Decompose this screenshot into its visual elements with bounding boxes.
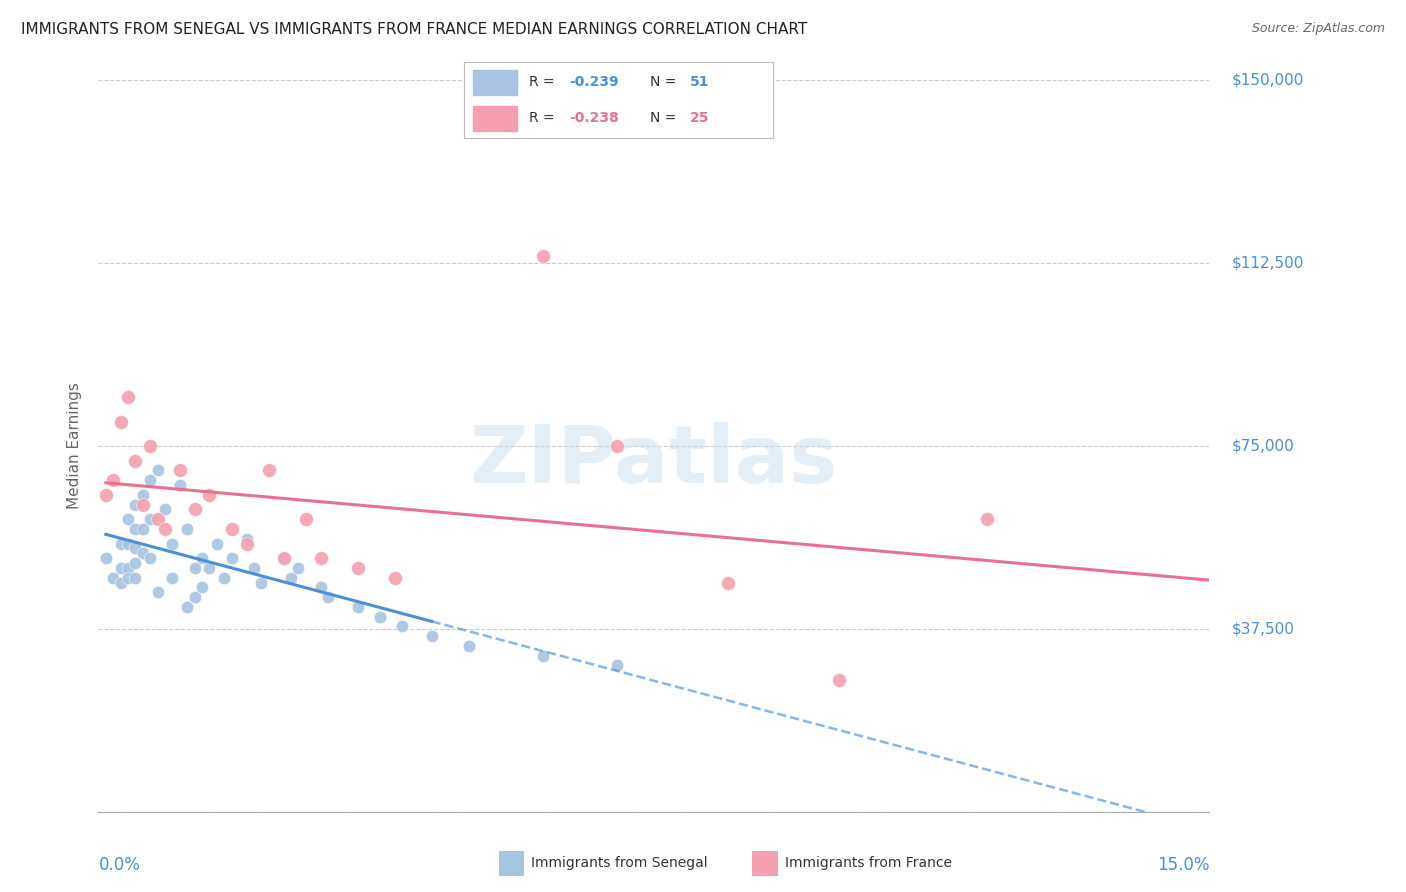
Point <box>132 546 155 560</box>
Point <box>169 463 191 477</box>
Point <box>221 522 243 536</box>
Point <box>346 561 368 575</box>
Point <box>94 551 117 566</box>
Point <box>132 498 155 512</box>
Point <box>250 575 273 590</box>
Text: $75,000: $75,000 <box>1232 439 1294 453</box>
Text: 0.0%: 0.0% <box>98 855 141 873</box>
Point <box>273 551 295 566</box>
Point <box>124 498 146 512</box>
Point <box>162 571 184 585</box>
Text: N =: N = <box>650 75 681 89</box>
Point <box>384 571 406 585</box>
Point <box>110 415 132 429</box>
Text: R =: R = <box>529 75 560 89</box>
Point <box>294 512 316 526</box>
Point <box>169 478 191 492</box>
Point <box>221 551 243 566</box>
Point <box>280 571 302 585</box>
Point <box>139 551 162 566</box>
Point <box>103 473 125 487</box>
Point <box>146 585 169 599</box>
Point <box>103 571 125 585</box>
Point <box>117 536 139 550</box>
Point <box>132 488 155 502</box>
Point <box>110 536 132 550</box>
Text: $150,000: $150,000 <box>1232 73 1303 87</box>
Point <box>235 536 257 550</box>
Text: R =: R = <box>529 111 560 125</box>
Point <box>309 581 332 595</box>
Point <box>117 512 139 526</box>
Point <box>273 551 295 566</box>
Point <box>606 439 628 453</box>
Point <box>146 463 169 477</box>
Text: ZIPatlas: ZIPatlas <box>470 422 838 500</box>
Text: -0.238: -0.238 <box>569 111 619 125</box>
Point <box>214 571 236 585</box>
Text: N =: N = <box>650 111 681 125</box>
Point <box>198 488 221 502</box>
Point <box>457 639 479 653</box>
Text: 51: 51 <box>690 75 709 89</box>
Point <box>191 551 214 566</box>
Point <box>205 536 228 550</box>
Bar <box>474 70 516 95</box>
Point <box>287 561 309 575</box>
Point <box>124 522 146 536</box>
Point <box>153 522 176 536</box>
Point <box>198 561 221 575</box>
Point <box>132 522 155 536</box>
Point <box>531 249 554 263</box>
Point <box>176 522 198 536</box>
Point <box>309 551 332 566</box>
Point <box>316 590 339 604</box>
Point <box>183 590 205 604</box>
Point <box>162 536 184 550</box>
Point <box>139 512 162 526</box>
Point <box>176 599 198 614</box>
Y-axis label: Median Earnings: Median Earnings <box>67 383 83 509</box>
Point <box>153 502 176 516</box>
Point <box>420 629 443 643</box>
Point <box>94 488 117 502</box>
Point <box>531 648 554 663</box>
Point <box>606 658 628 673</box>
Text: $112,500: $112,500 <box>1232 256 1303 270</box>
Point <box>117 561 139 575</box>
Point <box>183 561 205 575</box>
Point <box>146 512 169 526</box>
Point <box>976 512 998 526</box>
Point <box>828 673 851 687</box>
Point <box>124 453 146 467</box>
Point <box>717 575 740 590</box>
Point <box>124 541 146 556</box>
Point <box>117 571 139 585</box>
Text: Source: ZipAtlas.com: Source: ZipAtlas.com <box>1251 22 1385 36</box>
Text: 25: 25 <box>690 111 709 125</box>
Point <box>117 390 139 404</box>
Point <box>110 575 132 590</box>
Text: Immigrants from Senegal: Immigrants from Senegal <box>531 855 709 870</box>
Point <box>139 473 162 487</box>
Point <box>124 556 146 570</box>
Text: $37,500: $37,500 <box>1232 622 1295 636</box>
Point <box>368 609 391 624</box>
Text: -0.239: -0.239 <box>569 75 619 89</box>
Point <box>139 439 162 453</box>
Text: 15.0%: 15.0% <box>1157 855 1209 873</box>
Point <box>391 619 413 633</box>
Text: IMMIGRANTS FROM SENEGAL VS IMMIGRANTS FROM FRANCE MEDIAN EARNINGS CORRELATION CH: IMMIGRANTS FROM SENEGAL VS IMMIGRANTS FR… <box>21 22 807 37</box>
Text: Immigrants from France: Immigrants from France <box>785 855 952 870</box>
Point <box>124 571 146 585</box>
Point <box>110 561 132 575</box>
Bar <box>474 105 516 130</box>
Point <box>243 561 266 575</box>
Point <box>183 502 205 516</box>
Point <box>235 532 257 546</box>
Point <box>191 581 214 595</box>
Point <box>257 463 280 477</box>
Point <box>346 599 368 614</box>
